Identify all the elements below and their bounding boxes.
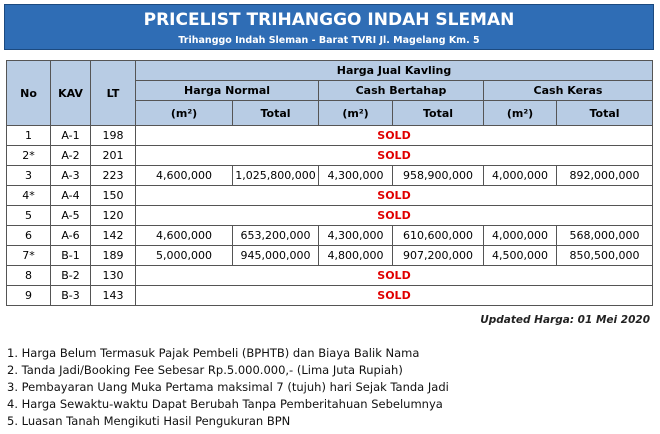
updated-date: Updated Harga: 01 Mei 2020 <box>480 314 650 326</box>
price-cell: 945,000,000 <box>232 245 319 266</box>
price-cell: 907,200,000 <box>392 245 484 266</box>
column-header: No <box>6 60 51 126</box>
cell-no: 1 <box>6 125 51 146</box>
sold-cell: SOLD <box>135 285 653 306</box>
note: 1. Harga Belum Termasuk Pajak Pembeli (B… <box>7 346 420 360</box>
column-header: LT <box>90 60 136 126</box>
price-cell: 850,500,000 <box>556 245 653 266</box>
table-row: 1 A-1 198 SOLD <box>6 125 653 146</box>
price-cell: 610,600,000 <box>392 225 484 246</box>
note: 5. Luasan Tanah Mengikuti Hasil Pengukur… <box>7 414 291 428</box>
cell-lt: 223 <box>90 165 136 186</box>
cell-no: 6 <box>6 225 51 246</box>
sold-cell: SOLD <box>135 265 653 286</box>
table-row: 7* B-1 189 5,000,000 945,000,000 4,800,000 907… <box>6 245 653 266</box>
price-group-header: Cash Keras <box>483 80 653 101</box>
group-header: Harga Jual Kavling <box>135 60 653 81</box>
table-row: 6 A-6 142 4,600,000 653,200,000 4,300,000 610,… <box>6 225 653 246</box>
header-row: No KAV LT Harga Jual Kavling <box>6 60 653 126</box>
price-cell: 4,600,000 <box>135 165 233 186</box>
price-cell: 958,900,000 <box>392 165 484 186</box>
price-table: No KAV LT Harga Jual Kavling Harga Normal Cas… <box>6 60 653 306</box>
price-cell: 892,000,000 <box>556 165 653 186</box>
price-cell: 568,000,000 <box>556 225 653 246</box>
price-cell: 4,500,000 <box>483 245 557 266</box>
cell-kav: A-3 <box>50 165 91 186</box>
sub-column-header: (m²) <box>318 100 393 126</box>
cell-kav: A-2 <box>50 145 91 166</box>
cell-no: 2* <box>6 145 51 166</box>
note: 4. Harga Sewaktu-waktu Dapat Berubah Tan… <box>7 397 443 411</box>
cell-lt: 198 <box>90 125 136 146</box>
price-group-header: Harga Normal <box>135 80 319 101</box>
notes: 1. Harga Belum Termasuk Pajak Pembeli (B… <box>7 345 449 430</box>
cell-no: 4* <box>6 185 51 206</box>
cell-no: 3 <box>6 165 51 186</box>
cell-kav: A-5 <box>50 205 91 226</box>
column-header: KAV <box>50 60 91 126</box>
price-cell: 4,800,000 <box>318 245 393 266</box>
cell-lt: 142 <box>90 225 136 246</box>
sub-column-header: Total <box>392 100 484 126</box>
cell-lt: 130 <box>90 265 136 286</box>
sold-cell: SOLD <box>135 185 653 206</box>
cell-lt: 150 <box>90 185 136 206</box>
note: 3. Pembayaran Uang Muka Pertama maksimal… <box>7 380 449 394</box>
cell-no: 5 <box>6 205 51 226</box>
price-cell: 4,600,000 <box>135 225 233 246</box>
table-row: 5 A-5 120 SOLD <box>6 205 653 226</box>
cell-no: 9 <box>6 285 51 306</box>
cell-kav: A-4 <box>50 185 91 206</box>
sub-column-header: Total <box>556 100 653 126</box>
price-cell: 4,000,000 <box>483 225 557 246</box>
sold-cell: SOLD <box>135 125 653 146</box>
price-cell: 4,300,000 <box>318 225 393 246</box>
price-cell: 4,300,000 <box>318 165 393 186</box>
sub-column-header: (m²) <box>135 100 233 126</box>
table-row: 8 B-2 130 SOLD <box>6 265 653 286</box>
sub-column-header: Total <box>232 100 319 126</box>
cell-no: 7* <box>6 245 51 266</box>
sub-column-header: (m²) <box>483 100 557 126</box>
cell-lt: 201 <box>90 145 136 166</box>
cell-kav: B-1 <box>50 245 91 266</box>
cell-lt: 120 <box>90 205 136 226</box>
title: PRICELIST TRIHANGGO INDAH SLEMAN <box>143 10 515 30</box>
price-cell: 653,200,000 <box>232 225 319 246</box>
cell-no: 8 <box>6 265 51 286</box>
price-cell: 4,000,000 <box>483 165 557 186</box>
price-cell: 5,000,000 <box>135 245 233 266</box>
cell-kav: A-6 <box>50 225 91 246</box>
subtitle: Trihanggo Indah Sleman - Barat TVRI Jl. … <box>178 35 480 46</box>
header-row: Harga Normal Cash Bertahap Cash Keras <box>7 80 653 101</box>
cell-kav: B-3 <box>50 285 91 306</box>
cell-lt: 143 <box>90 285 136 306</box>
cell-lt: 189 <box>90 245 136 266</box>
price-cell: 1,025,800,000 <box>232 165 319 186</box>
table-row: 4* A-4 150 SOLD <box>6 185 653 206</box>
sold-cell: SOLD <box>135 205 653 226</box>
cell-kav: B-2 <box>50 265 91 286</box>
table-row: 9 B-3 143 SOLD <box>6 285 653 306</box>
table-row: 3 A-3 223 4,600,000 1,025,800,000 4,300,000 95… <box>6 165 653 186</box>
sold-cell: SOLD <box>135 145 653 166</box>
table-row: 2* A-2 201 SOLD <box>6 145 653 166</box>
note: 2. Tanda Jadi/Booking Fee Sebesar Rp.5.0… <box>7 363 403 377</box>
cell-kav: A-1 <box>50 125 91 146</box>
price-group-header: Cash Bertahap <box>318 80 484 101</box>
banner: PRICELIST TRIHANGGO INDAH SLEMAN Trihang… <box>4 4 654 50</box>
